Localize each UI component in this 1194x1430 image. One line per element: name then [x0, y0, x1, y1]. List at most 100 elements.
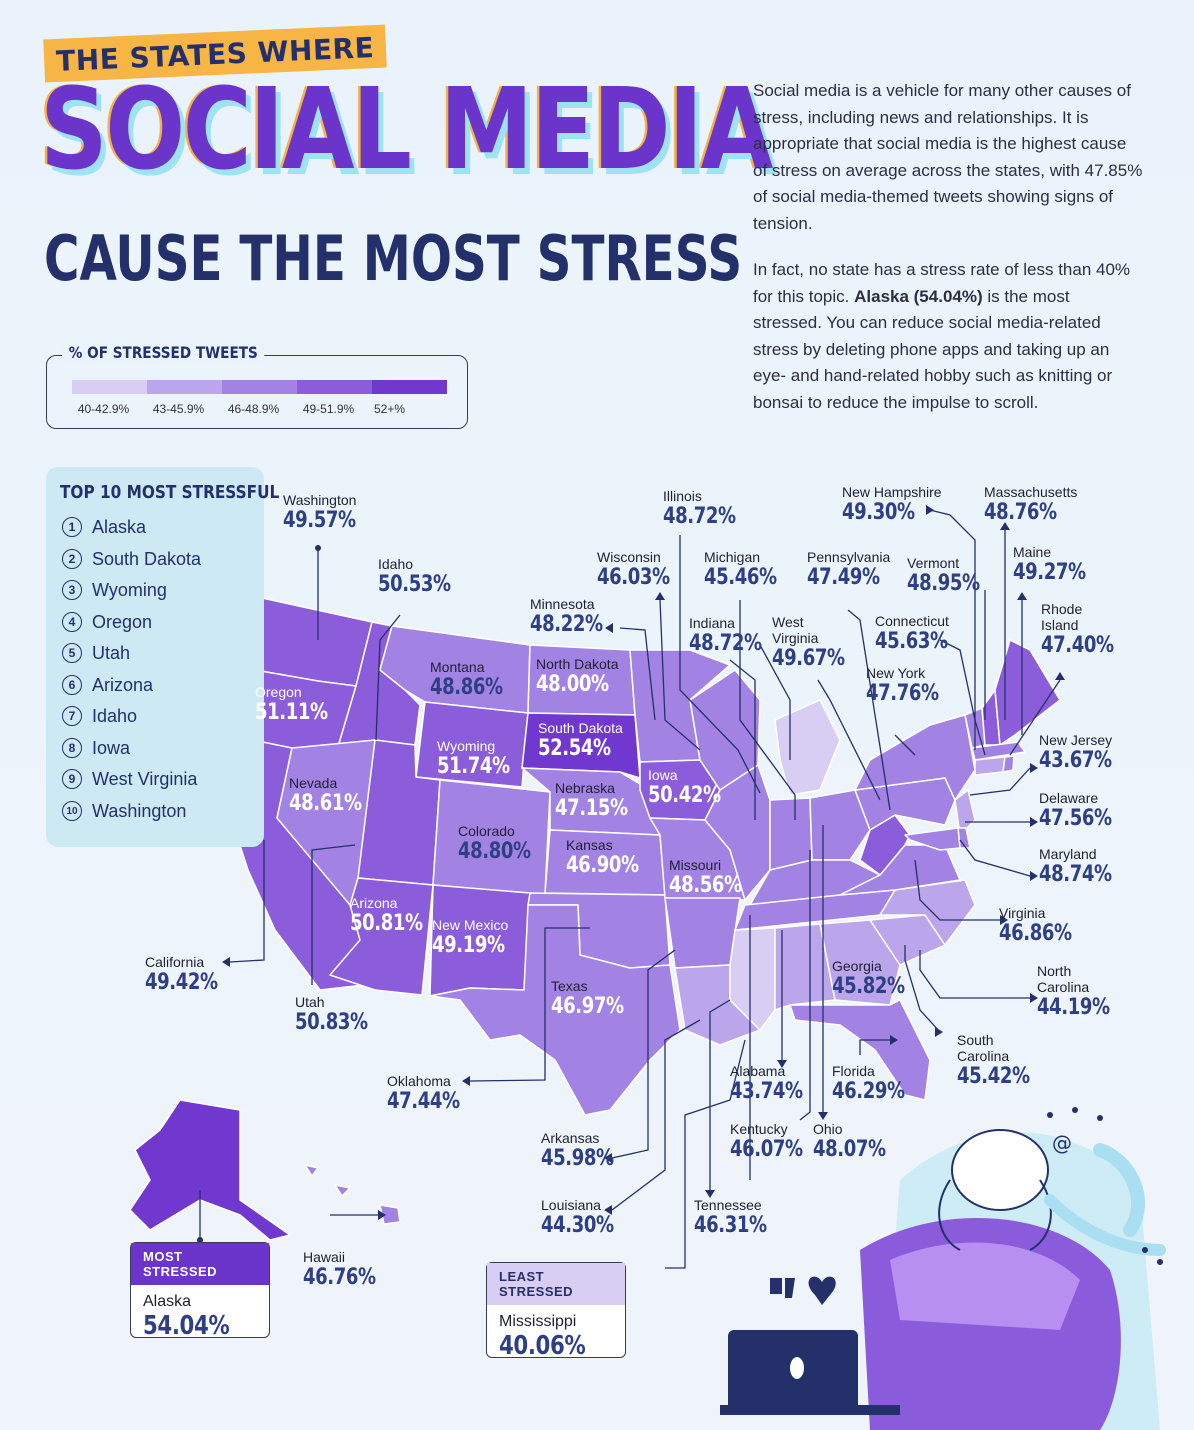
label-kansas: Kansas 46.90%: [566, 837, 639, 878]
label-alabama: Alabama 43.74%: [730, 1063, 803, 1104]
state-arizona: [329, 877, 434, 996]
label-new-mexico: New Mexico 49.19%: [432, 917, 509, 958]
label-idaho: Idaho 50.53%: [378, 556, 451, 597]
svg-text:@: @: [1052, 1131, 1072, 1155]
top10-item-10: 10 Washington: [62, 799, 186, 823]
state-rhode-island: [1002, 755, 1015, 773]
intro-paragraph-1: Social media is a vehicle for many other…: [753, 81, 1143, 233]
label-arizona: Arizona 50.81%: [350, 895, 423, 936]
legend-title: % OF STRESSED TWEETS: [62, 343, 265, 362]
top10-item-7: 7 Idaho: [62, 704, 137, 728]
legend-label-5: 52+%: [373, 402, 406, 416]
top10-item-1: 1 Alaska: [62, 515, 146, 539]
label-maryland: Maryland 48.74%: [1039, 846, 1112, 887]
label-illinois: Illinois 48.72%: [663, 488, 736, 529]
label-delaware: Delaware 47.56%: [1039, 790, 1112, 831]
intro-paragraph-2: In fact, no state has a stress rate of l…: [753, 260, 1131, 412]
most-stressed-label: MOST STRESSED: [131, 1243, 269, 1285]
label-iowa: Iowa 50.42%: [648, 767, 721, 808]
legend-swatch-4: [297, 380, 372, 394]
label-missouri: Missouri 48.56%: [669, 857, 742, 898]
label-tennessee: Tennessee 46.31%: [694, 1197, 767, 1238]
label-north-dakota: North Dakota 48.00%: [536, 656, 619, 697]
label-new-hampshire: New Hampshire 49.30%: [842, 484, 942, 525]
state-arkansas: [664, 897, 741, 969]
label-florida: Florida 46.29%: [832, 1063, 905, 1104]
top10-item-4: 4 Oregon: [62, 610, 152, 634]
state-florida: [789, 999, 931, 1101]
label-california: California 49.42%: [145, 954, 218, 995]
top10-item-3: 3 Wyoming: [62, 578, 167, 602]
state-illinois: [704, 764, 771, 901]
label-south-dakota: South Dakota 52.54%: [538, 720, 623, 761]
label-louisiana: Louisiana 44.30%: [541, 1197, 614, 1238]
legend-swatch-2: [147, 380, 222, 394]
label-michigan: Michigan 45.46%: [704, 549, 777, 590]
label-colorado: Colorado 48.80%: [458, 823, 531, 864]
state-south-dakota: [521, 712, 641, 779]
legend-label-4: 49-51.9%: [302, 402, 355, 416]
legend-label-3: 46-48.9%: [227, 402, 280, 416]
state-texas: [429, 904, 681, 1116]
top10-panel: [46, 467, 264, 847]
top10-item-9: 9 West Virginia: [62, 767, 197, 791]
state-indiana: [769, 797, 813, 871]
label-minnesota: Minnesota 48.22%: [530, 596, 603, 637]
label-hawaii: Hawaii 46.76%: [303, 1249, 376, 1290]
state-wyoming: [415, 701, 529, 788]
label-texas: Texas 46.97%: [551, 978, 624, 1019]
state-michigan: [774, 699, 841, 796]
least-stressed-value: 40.06%: [499, 1331, 586, 1361]
headline: SOCIAL MEDIA: [40, 65, 773, 195]
label-wyoming: Wyoming 51.74%: [437, 738, 510, 779]
most-stressed-callout: MOST STRESSED Alaska 54.04%: [130, 1242, 270, 1341]
legend-swatch-5: [372, 380, 447, 394]
label-pennsylvania: Pennsylvania 47.49%: [807, 549, 891, 590]
label-oklahoma: Oklahoma 47.44%: [387, 1073, 460, 1114]
label-arkansas: Arkansas 45.98%: [541, 1130, 614, 1171]
label-utah: Utah 50.83%: [295, 994, 368, 1035]
subheadline: CAUSE THE MOST STRESS: [44, 222, 743, 295]
label-indiana: Indiana 48.72%: [689, 615, 762, 656]
state-alabama: [774, 923, 836, 1011]
label-nebraska: Nebraska 47.15%: [555, 780, 628, 821]
label-georgia: Georgia 45.82%: [832, 958, 905, 999]
label-new-york: New York 47.76%: [866, 665, 939, 706]
label-wisconsin: Wisconsin 46.03%: [597, 549, 670, 590]
label-south-carolina: South Carolina 45.42%: [957, 1032, 1030, 1089]
label-oregon: Oregon 51.11%: [255, 684, 328, 725]
label-kentucky: Kentucky 46.07%: [730, 1121, 803, 1162]
label-new-jersey: New Jersey 43.67%: [1039, 732, 1113, 773]
label-north-carolina: North Carolina 44.19%: [1037, 963, 1110, 1020]
label-ohio: Ohio 48.07%: [813, 1121, 886, 1162]
top10-item-8: 8 Iowa: [62, 736, 130, 760]
least-stressed-state: Mississippi: [499, 1313, 577, 1330]
most-stressed-value: 54.04%: [143, 1311, 230, 1341]
label-rhode-island: Rhode Island 47.40%: [1041, 601, 1114, 658]
label-washington: Washington 49.57%: [283, 492, 357, 533]
label-virginia: Virginia 46.86%: [999, 905, 1072, 946]
stressed-person-illustration: @: [720, 1107, 1166, 1430]
label-maine: Maine 49.27%: [1013, 544, 1086, 585]
label-vermont: Vermont 48.95%: [907, 555, 980, 596]
state-connecticut: [974, 756, 1006, 776]
top10-item-2: 2 South Dakota: [62, 547, 201, 571]
label-massachusetts: Massachusetts 48.76%: [984, 484, 1078, 525]
state-hawaii: [304, 1164, 401, 1225]
legend-swatch-3: [222, 380, 297, 394]
label-west-virginia: West Virginia 49.67%: [772, 614, 845, 671]
most-stressed-state: Alaska: [143, 1293, 192, 1310]
least-stressed-label: LEAST STRESSED: [487, 1263, 625, 1305]
state-ohio: [809, 789, 871, 861]
state-massachusetts: [971, 741, 1026, 761]
label-connecticut: Connecticut 45.63%: [875, 613, 949, 654]
top10-title: TOP 10 MOST STRESSFUL: [60, 482, 280, 503]
state-georgia: [819, 919, 901, 1006]
legend-swatch-1: [72, 380, 147, 394]
top10-item-5: 5 Utah: [62, 641, 130, 665]
state-new-jersey: [954, 789, 976, 836]
legend-label-2: 43-45.9%: [152, 402, 205, 416]
state-maryland: [904, 827, 961, 851]
legend-label-1: 40-42.9%: [77, 402, 130, 416]
